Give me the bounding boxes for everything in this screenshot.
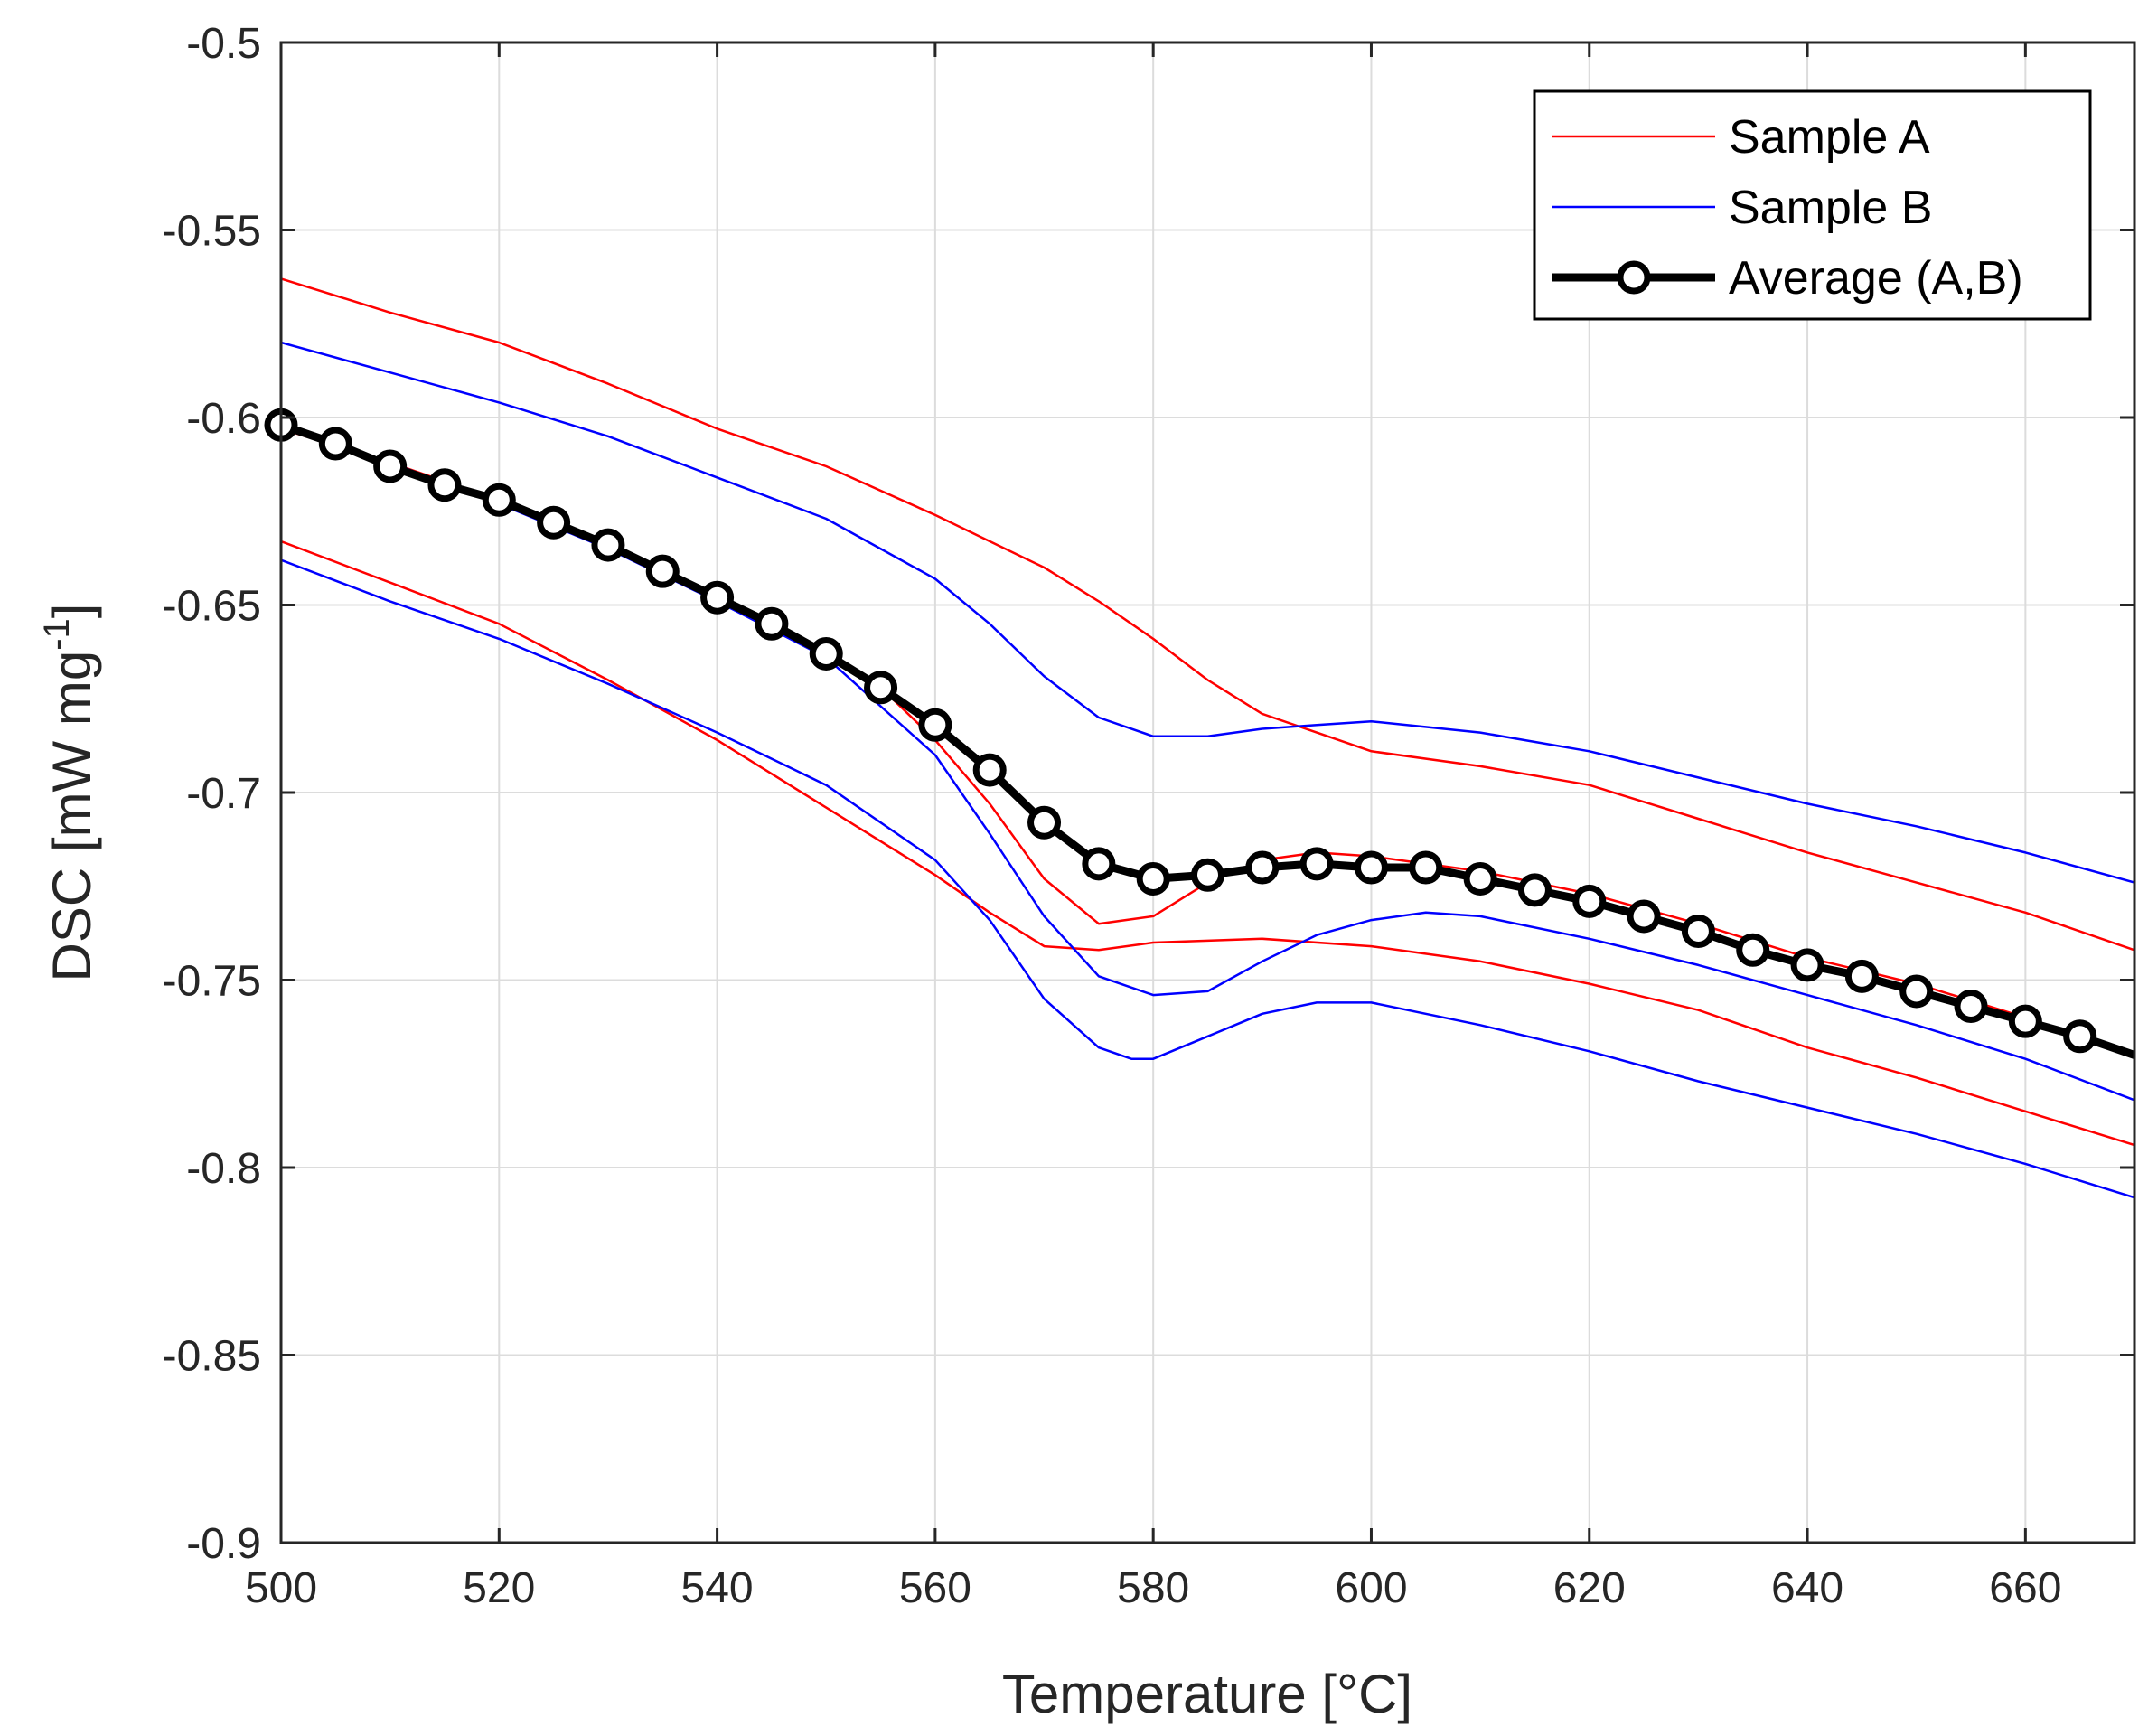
legend-label-sample-b: Sample B (1729, 182, 1932, 234)
average-a-b-marker (1245, 850, 1280, 885)
average-a-b-marker (1136, 861, 1170, 896)
legend-marker-average (1617, 260, 1651, 295)
average-a-b-marker (972, 753, 1007, 787)
average-a-b-marker (591, 528, 625, 562)
x-tick-label: 620 (1553, 1564, 1626, 1612)
x-tick-label: 600 (1335, 1564, 1407, 1612)
y-tick-label: -0.5 (186, 20, 261, 68)
average-a-b-marker (1354, 850, 1388, 885)
x-tick-label: 660 (1989, 1564, 2061, 1612)
y-tick-label: -0.6 (186, 395, 261, 443)
y-axis-label: DSC [mW mg-1] (37, 604, 102, 982)
average-a-b-marker (809, 636, 843, 671)
average-a-b-marker (373, 449, 408, 483)
average-a-b-marker (427, 468, 462, 502)
average-a-b-marker (1517, 873, 1552, 907)
x-tick-label: 580 (1117, 1564, 1189, 1612)
tick-labels: 500 520 540 560 580 600 620 640 660 -0.5 -0.55 -0.6… (163, 20, 2062, 1612)
average-a-b-marker (482, 483, 516, 517)
average-a-b-marker (2008, 1004, 2042, 1038)
average-a-b-marker (1027, 805, 1062, 840)
y-tick-label: -0.75 (163, 958, 261, 1006)
average-a-b-marker (1082, 847, 1116, 881)
average-a-b-marker (1299, 847, 1334, 881)
average-a-b-marker (1736, 933, 1770, 967)
markers-layer (264, 408, 2097, 1054)
average-a-b-marker (1409, 850, 1443, 885)
legend-label-sample-a: Sample A (1729, 111, 1930, 164)
average-a-b-marker (645, 554, 680, 588)
sample-b-curve-3 (281, 558, 2134, 1199)
average-a-b-marker (1191, 858, 1224, 892)
average-a-b-marker (1681, 915, 1715, 949)
x-tick-label: 540 (681, 1564, 754, 1612)
x-tick-label: 640 (1771, 1564, 1843, 1612)
y-axis-label-main: DSC [mW mg (42, 651, 102, 982)
y-tick-label: -0.55 (163, 208, 261, 256)
average-a-b-marker (1899, 974, 1934, 1009)
y-tick-label: -0.7 (186, 770, 261, 818)
y-tick-label: -0.8 (186, 1145, 261, 1193)
average-a-b-marker (1463, 861, 1497, 896)
y-tick-label: -0.85 (163, 1333, 261, 1381)
grid (280, 42, 2134, 1544)
average-a-b-marker (700, 580, 735, 615)
sample-b-curve-1 (281, 341, 2134, 884)
average-a-b-marker (1572, 884, 1607, 918)
average-a-b-marker (1844, 959, 1879, 993)
sample-a-curve-3 (281, 540, 2134, 1147)
y-tick-label: -0.65 (163, 583, 261, 631)
y-tick-label: -0.9 (186, 1520, 261, 1568)
ticks (279, 41, 2134, 1544)
y-axis-label-superscript: -1 (37, 618, 77, 651)
average-a-b-marker (1627, 899, 1661, 934)
average-a-b-marker (918, 708, 952, 742)
x-tick-label: 520 (463, 1564, 535, 1612)
average-a-b-marker (864, 671, 898, 705)
y-axis-label-close: ] (42, 604, 102, 619)
average-a-b-marker (1790, 948, 1824, 982)
average-a-b-marker (1954, 990, 1988, 1024)
x-tick-label: 500 (245, 1564, 317, 1612)
average-a-b-marker (755, 606, 789, 641)
x-axis-label: Temperature [°C] (1002, 1664, 1412, 1724)
average-a-b-marker (2063, 1019, 2097, 1054)
sample-a-curve-1 (281, 277, 2134, 952)
average-a-b-marker (318, 427, 352, 461)
average-a-b-marker (537, 505, 571, 540)
legend-label-average: Average (A,B) (1729, 252, 2023, 305)
legend: Sample A Sample B Average (A,B) (1533, 89, 2092, 321)
x-tick-label: 560 (899, 1564, 971, 1612)
